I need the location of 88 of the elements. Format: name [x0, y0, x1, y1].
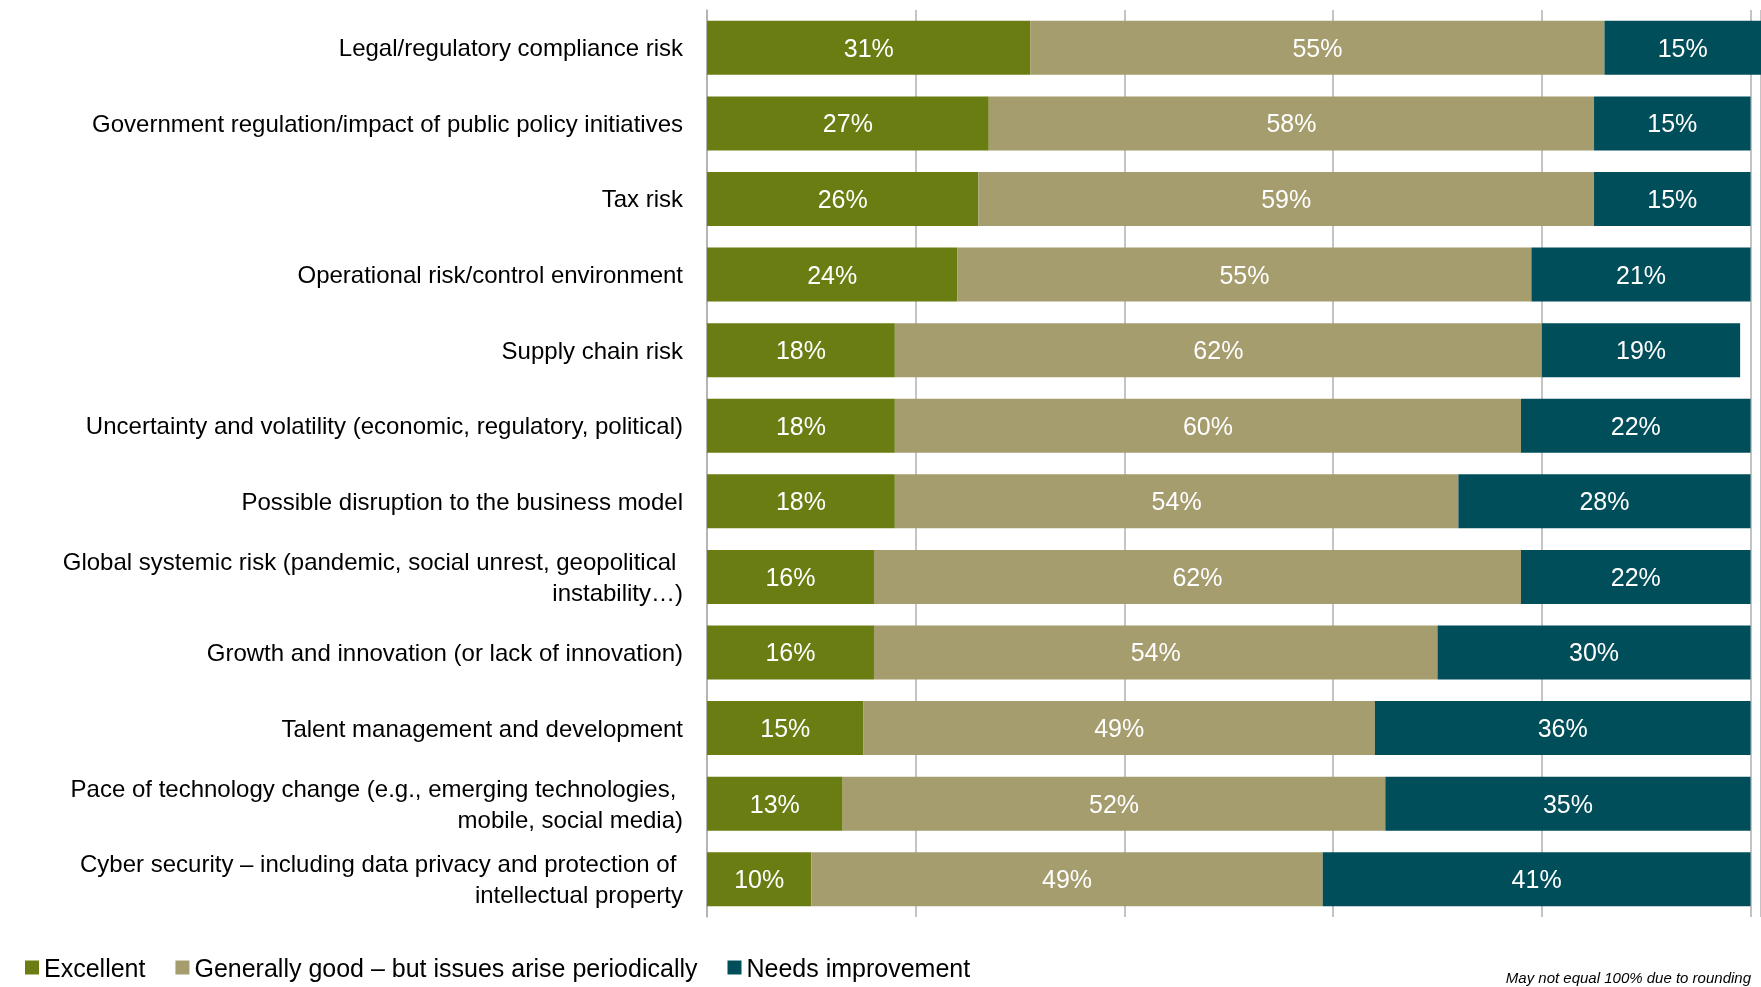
data-label: 41%	[1511, 865, 1562, 894]
data-label: 58%	[1266, 109, 1317, 138]
data-label: 52%	[1088, 789, 1140, 818]
bar	[707, 625, 874, 680]
data-label: 22%	[1610, 562, 1661, 591]
bar	[894, 398, 1521, 453]
y-tick-label: Pace of technology change (e.g., emerging technologies, mobile, social media)	[70, 774, 683, 833]
data-label: 10%	[734, 865, 785, 894]
bar	[1030, 20, 1605, 75]
data-label: 62%	[1172, 562, 1223, 591]
bar	[1594, 96, 1751, 151]
y-tick-label: Cyber security – including data privacy and protection of intellectual property	[80, 850, 683, 909]
bar	[1458, 474, 1751, 529]
y-tick-label: Operational risk/control environment	[297, 261, 684, 289]
y-tick-label: Supply chain risk	[501, 336, 684, 364]
data-label: 22%	[1610, 411, 1661, 440]
y-tick-label: Tax risk	[601, 185, 684, 213]
bar	[873, 549, 1521, 604]
data-label: 16%	[765, 562, 816, 591]
bar	[1604, 20, 1761, 75]
y-tick-label: Growth and innovation (or lack of innovation)	[206, 638, 683, 666]
bar	[1541, 323, 1741, 378]
data-label: 59%	[1261, 184, 1312, 213]
bar	[988, 96, 1595, 151]
bar	[978, 171, 1595, 226]
bar	[707, 701, 864, 756]
legend-label: Excellent	[44, 953, 146, 982]
data-label: 18%	[775, 411, 826, 440]
data-label: 21%	[1615, 260, 1667, 289]
text: May not equal 100% due to rounding	[1505, 969, 1752, 986]
bar	[707, 96, 989, 151]
data-label: 35%	[1542, 789, 1593, 818]
bar	[707, 398, 895, 453]
data-label: 19%	[1615, 336, 1667, 365]
data-label: 15%	[1647, 109, 1698, 138]
y-tick-label: Legal/regulatory compliance risk	[338, 34, 684, 62]
y-tick-label: Uncertainty and volatility (economic, regulatory, political)	[85, 412, 683, 440]
data-label: 55%	[1292, 33, 1343, 62]
data-label: 49%	[1042, 865, 1093, 894]
y-tick-label: Government regulation/impact of public policy initiatives	[92, 109, 683, 137]
data-label: 31%	[843, 33, 894, 62]
y-tick-label: Possible disruption to the business model	[241, 487, 683, 515]
bar	[1437, 625, 1751, 680]
bar	[1520, 398, 1751, 453]
bar	[707, 549, 874, 604]
bar	[1520, 549, 1751, 604]
data-label: 54%	[1151, 487, 1202, 516]
data-label: 54%	[1130, 638, 1181, 667]
data-label: 28%	[1579, 487, 1630, 516]
bar	[811, 852, 1323, 907]
data-label: 13%	[749, 789, 800, 818]
bar	[1531, 247, 1751, 302]
bar	[707, 171, 979, 226]
bar	[707, 323, 895, 378]
data-label: 24%	[807, 260, 858, 289]
data-label: 15%	[1657, 33, 1708, 62]
data-label: 18%	[775, 336, 826, 365]
bar	[842, 776, 1386, 831]
bar	[894, 474, 1459, 529]
bar	[1322, 852, 1751, 907]
bar	[863, 701, 1375, 756]
data-label: 30%	[1569, 638, 1620, 667]
bar	[707, 474, 895, 529]
data-label: 36%	[1537, 714, 1588, 743]
data-label: 26%	[817, 184, 868, 213]
bar	[707, 776, 843, 831]
legend-label: Needs improvement	[746, 953, 971, 982]
bar	[894, 323, 1542, 378]
data-label: 49%	[1094, 714, 1145, 743]
bar	[707, 247, 958, 302]
data-label: 15%	[760, 714, 811, 743]
bar	[957, 247, 1532, 302]
data-label: 62%	[1193, 336, 1244, 365]
bar	[1594, 171, 1751, 226]
bar	[873, 625, 1438, 680]
data-label: 60%	[1182, 411, 1233, 440]
data-label: 55%	[1219, 260, 1270, 289]
data-label: 27%	[822, 109, 873, 138]
bar	[707, 20, 1031, 75]
y-tick-label: Talent management and development	[281, 714, 684, 742]
data-label: 16%	[765, 638, 816, 667]
bar	[1374, 701, 1751, 756]
data-label: 15%	[1647, 184, 1698, 213]
bar	[707, 852, 812, 907]
bar	[1385, 776, 1751, 831]
y-tick-label: Global systemic risk (pandemic, social unrest, geopolitical instability…)	[62, 547, 683, 606]
data-label: 18%	[775, 487, 826, 516]
legend-label: Generally good – but issues arise periodically	[194, 953, 698, 982]
